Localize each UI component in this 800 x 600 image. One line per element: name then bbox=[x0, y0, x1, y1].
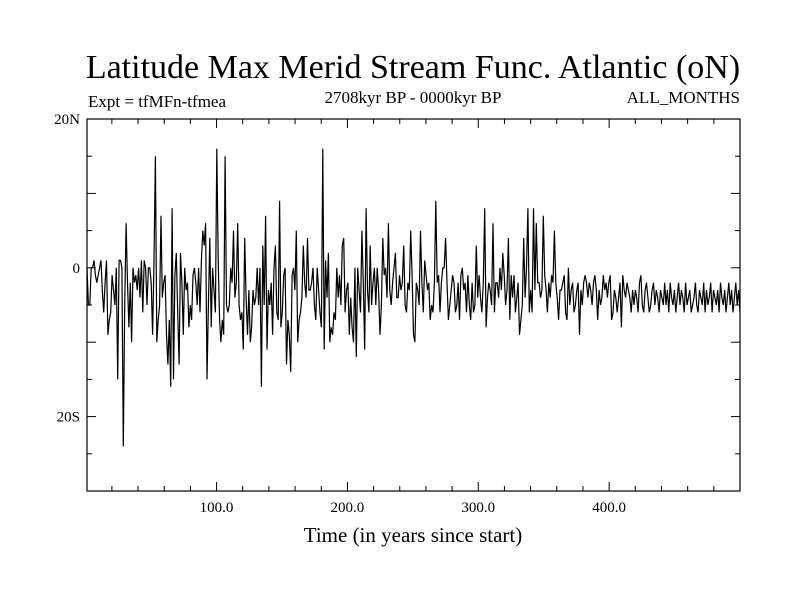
subtitle-center: 2708kyr BP - 0000kyr BP bbox=[325, 88, 502, 107]
subtitle-right: ALL_MONTHS bbox=[627, 88, 740, 107]
x-tick-label: 300.0 bbox=[461, 500, 495, 516]
y-tick-labels: 20N 0 20S bbox=[54, 112, 80, 426]
x-tick-label: 100.0 bbox=[200, 500, 234, 516]
y-tick-label: 20N bbox=[54, 112, 80, 128]
y-tick-label: 20S bbox=[57, 410, 80, 426]
subtitle-left: Expt = tfMFn-tfmea bbox=[88, 92, 226, 111]
series-line-latitude bbox=[86, 148, 741, 447]
x-axis-label: Time (in years since start) bbox=[304, 523, 523, 547]
x-tick-labels: 100.0 200.0 300.0 400.0 bbox=[200, 500, 626, 516]
y-tick-label: 0 bbox=[73, 261, 81, 277]
chart-title: Latitude Max Merid Stream Func. Atlantic… bbox=[86, 49, 740, 86]
x-tick-label: 400.0 bbox=[592, 500, 626, 516]
x-tick-label: 200.0 bbox=[331, 500, 365, 516]
